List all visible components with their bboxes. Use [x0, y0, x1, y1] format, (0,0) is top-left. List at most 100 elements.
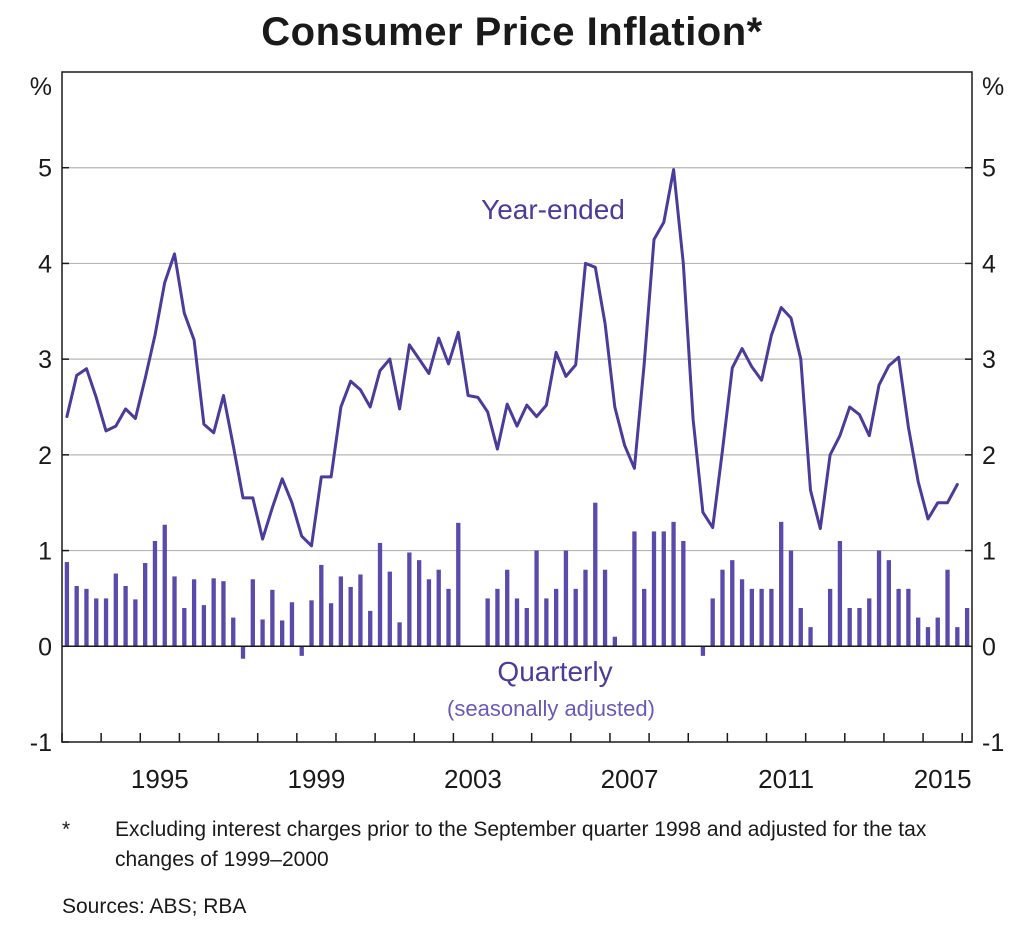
quarterly-bar [563, 550, 569, 647]
sources: Sources: ABS; RBA [62, 895, 247, 918]
quarterly-bar [730, 560, 735, 647]
quarterly-bar [397, 622, 402, 647]
year-ended-line [65, 168, 959, 548]
quarterly-bar [260, 619, 265, 647]
quarterly-bar [553, 588, 559, 647]
quarterly-bar [847, 608, 852, 647]
quarterly-bar [456, 522, 461, 647]
x-tick-label: 2007 [601, 764, 659, 794]
quarterly-bar [201, 605, 207, 647]
series-sublabel-quarterly: (seasonally adjusted) [447, 696, 655, 721]
quarterly-bar [123, 585, 128, 647]
quarterly-bar [886, 560, 891, 647]
x-tick-label: 1995 [131, 764, 189, 794]
gridlines [62, 167, 972, 552]
quarterly-bar [906, 588, 911, 647]
quarterly-bar [416, 560, 422, 647]
quarterly-bar [632, 531, 637, 647]
x-tick-label: 1999 [287, 764, 345, 794]
quarterly-bar [837, 541, 843, 647]
y-tick-label-left: 5 [38, 155, 52, 183]
quarterly-bar [162, 524, 167, 647]
quarterly-bar [642, 588, 647, 647]
quarterly-bar [534, 550, 539, 647]
quarterly-bar [808, 627, 813, 647]
quarterly-bar [182, 608, 187, 647]
y-tick-label-right: 2 [982, 442, 996, 470]
quarterly-bar [827, 588, 833, 647]
quarterly-bar [681, 541, 686, 647]
quarterly-bar [221, 581, 226, 647]
quarterly-bar [338, 576, 344, 647]
quarterly-bar [935, 617, 940, 647]
quarterly-bar [407, 552, 412, 647]
quarterly-bar [74, 585, 79, 647]
quarterly-bar [955, 627, 960, 647]
quarterly-bar [495, 588, 500, 647]
quarterly-bar [309, 600, 314, 647]
quarterly-bar [328, 603, 334, 647]
quarterly-bar [700, 646, 706, 656]
quarterly-bar [651, 531, 657, 647]
series-label-year-ended: Year-ended [481, 194, 625, 225]
quarterly-bar [368, 610, 373, 647]
quarterly-bar [358, 574, 363, 647]
quarterly-bar [749, 588, 754, 647]
quarterly-bar [779, 521, 784, 647]
x-tick-label: 2003 [444, 764, 502, 794]
quarterly-bar [84, 588, 89, 647]
quarterly-bar [661, 531, 666, 647]
quarterly-bar [710, 598, 715, 647]
quarterly-bar [289, 602, 295, 647]
quarterly-bar [876, 550, 882, 647]
x-tick-label: 2011 [758, 764, 814, 794]
y-tick-label-right: 3 [982, 346, 996, 374]
quarterly-bar [612, 636, 618, 647]
quarterly-bar [387, 571, 392, 647]
quarterly-bar [113, 573, 118, 647]
quarterly-bar [240, 646, 246, 659]
quarterly-bar [94, 598, 99, 647]
quarterly-bar [143, 563, 148, 647]
quarterly-bar [103, 598, 109, 647]
y-tick-label-left: 3 [38, 346, 52, 374]
y-tick-label-right: 5 [982, 155, 996, 183]
y-tick-label-left: 0 [38, 633, 52, 661]
quarterly-bar [964, 608, 970, 647]
footnote-text: Excluding interest charges prior to the … [115, 818, 927, 871]
quarterly-bar [299, 646, 304, 656]
quarterly-bar [945, 569, 950, 647]
x-tick-label: 2015 [914, 764, 972, 794]
quarterly-bar [280, 620, 285, 647]
quarterly-bar [583, 569, 588, 647]
quarterly-bar [524, 608, 529, 647]
quarterly-bar [426, 579, 432, 647]
quarterly-bar [133, 599, 138, 647]
year-ended-line-group [65, 168, 959, 548]
quarterly-bar [514, 598, 520, 647]
quarterly-bar [191, 579, 197, 647]
quarterly-bar [377, 542, 383, 647]
quarterly-bar [593, 502, 598, 647]
quarterly-bar [319, 564, 324, 647]
y-tick-label-left: 1 [38, 538, 52, 566]
quarterly-bar [720, 569, 725, 647]
quarterly-bar [573, 588, 578, 647]
quarterly-bar [544, 598, 549, 647]
series-label-quarterly: Quarterly [497, 656, 612, 687]
quarterly-bar [152, 541, 158, 647]
quarterly-bar [857, 608, 862, 647]
quarterly-bar [602, 569, 608, 647]
y-tick-label-right: -1 [982, 729, 1004, 757]
y-unit-label-left: % [30, 73, 52, 101]
quarterly-bar [250, 579, 255, 647]
quarterly-bar [867, 598, 872, 647]
quarterly-bar [211, 578, 216, 647]
y-unit-label-right: % [982, 73, 1004, 101]
quarterly-bar [64, 562, 70, 647]
plot-frame [61, 71, 973, 743]
quarterly-bar [896, 588, 901, 647]
quarterly-bar [788, 550, 794, 647]
quarterly-bar [739, 579, 745, 647]
